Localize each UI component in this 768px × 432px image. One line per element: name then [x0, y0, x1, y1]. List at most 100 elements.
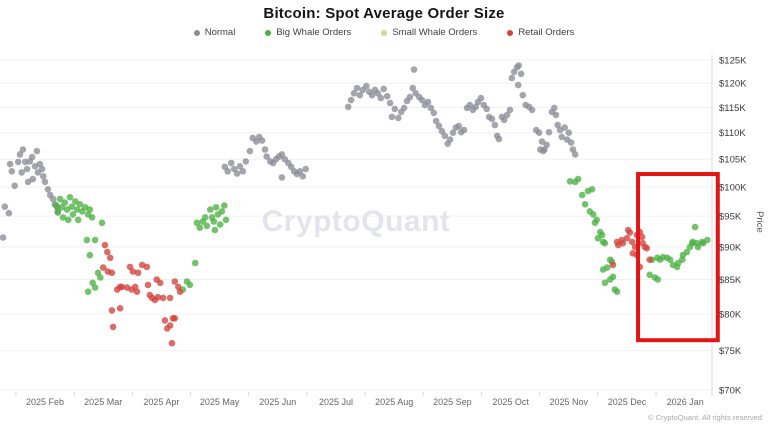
scatter-point-retail-orders — [106, 254, 114, 262]
scatter-point-normal — [517, 70, 525, 78]
scatter-point-normal — [565, 129, 573, 136]
scatter-point-normal — [427, 104, 435, 112]
scatter-point-big-whale-orders — [54, 208, 62, 215]
scatter-point-normal — [383, 92, 391, 100]
legend-marker-icon — [507, 29, 514, 36]
scatter-point-big-whale-orders — [609, 273, 617, 281]
scatter-point-normal — [410, 66, 418, 73]
scatter-point-retail-orders — [109, 323, 117, 331]
scatter-point-normal — [18, 169, 26, 176]
scatter-point-normal — [23, 165, 31, 173]
legend-item-normal[interactable]: Normal — [193, 27, 235, 38]
scatter-point-retail-orders — [623, 234, 631, 242]
scatter-point-normal — [466, 101, 474, 109]
scatter-point-big-whale-orders — [86, 206, 94, 213]
legend-item-small-whale-orders[interactable]: Small Whale Orders — [381, 27, 477, 38]
y-axis-title: Price — [754, 211, 765, 233]
y-tick-label: $95K — [719, 212, 742, 223]
scatter-point-normal — [353, 84, 361, 92]
y-tick-label: $110K — [719, 128, 746, 139]
scatter-point-big-whale-orders — [691, 223, 699, 231]
scatter-point-normal — [503, 111, 511, 119]
scatter-point-normal — [406, 93, 414, 101]
x-tick-label: 2025 Mar — [84, 397, 122, 407]
scatter-point-normal — [558, 133, 566, 141]
scatter-point-normal — [41, 178, 49, 186]
scatter-point-normal — [514, 81, 522, 89]
scatter-point-normal — [567, 139, 575, 146]
scatter-point-normal — [236, 163, 244, 170]
scatter-point-retail-orders — [116, 305, 124, 312]
legend-marker-icon — [381, 29, 388, 36]
y-tick-label: $75K — [719, 346, 742, 357]
legend-item-retail-orders[interactable]: Retail Orders — [507, 27, 574, 38]
scatter-point-normal — [554, 121, 561, 129]
scatter-point-retail-orders — [161, 317, 169, 324]
scatter-point-normal — [368, 91, 376, 99]
legend-label: Small Whale Orders — [392, 27, 478, 38]
scatter-point-normal — [446, 136, 454, 143]
scatter-point-retail-orders — [159, 294, 167, 302]
scatter-point-retail-orders — [638, 233, 646, 241]
y-tick-label: $120K — [719, 79, 747, 90]
scatter-point-retail-orders — [101, 241, 109, 249]
scatter-point-normal — [49, 195, 57, 203]
x-tick-label: 2025 Aug — [375, 397, 413, 407]
scatter-point-normal — [14, 158, 22, 166]
scatter-point-big-whale-orders — [666, 256, 674, 264]
scatter-point-normal — [258, 137, 266, 144]
scatter-point-retail-orders — [154, 293, 162, 301]
legend-label: Big Whale Orders — [276, 27, 352, 38]
scatter-point-big-whale-orders — [683, 248, 691, 256]
scatter-point-big-whale-orders — [654, 276, 662, 283]
scatter-point-normal — [483, 105, 491, 113]
scatter-point-normal — [5, 209, 13, 217]
scatter-point-retail-orders — [104, 248, 111, 256]
scatter-point-normal — [395, 114, 402, 122]
scatter-point-big-whale-orders — [574, 175, 582, 183]
scatter-point-normal — [8, 168, 16, 175]
scatter-point-retail-orders — [166, 322, 174, 329]
scatter-point-retail-orders — [176, 288, 184, 296]
scatter-point-normal — [6, 160, 14, 168]
scatter-point-normal — [424, 98, 432, 106]
scatter-point-normal — [430, 109, 438, 117]
scatter-point-big-whale-orders — [73, 206, 81, 213]
scatter-point-retail-orders — [168, 339, 176, 347]
scatter-point-retail-orders — [646, 256, 653, 264]
scatter-point-big-whale-orders — [593, 216, 600, 224]
scatter-point-normal — [388, 113, 396, 121]
scatter-point-retail-orders — [171, 278, 179, 285]
scatter-point-normal — [38, 165, 46, 173]
scatter-point-normal — [246, 147, 254, 155]
watermark: CryptoQuant — [262, 205, 451, 238]
scatter-point-retail-orders — [129, 268, 137, 275]
scatter-point-normal — [543, 141, 550, 149]
scatter-point-big-whale-orders — [193, 219, 201, 227]
x-tick-label: 2025 Feb — [26, 397, 64, 407]
scatter-point-big-whale-orders — [69, 211, 77, 218]
y-tick-label: $100K — [719, 182, 747, 193]
x-tick-label: 2025 Oct — [492, 397, 529, 407]
x-tick-label: 2025 Dec — [608, 397, 647, 407]
highlight-box — [636, 172, 720, 343]
scatter-point-big-whale-orders — [704, 236, 711, 244]
scatter-point-normal — [356, 91, 364, 99]
scatter-point-normal — [460, 126, 468, 134]
scatter-point-normal — [296, 168, 304, 175]
scatter-point-big-whale-orders — [86, 251, 94, 259]
legend-item-big-whale-orders[interactable]: Big Whale Orders — [265, 27, 351, 38]
scatter-point-normal — [239, 168, 247, 175]
scatter-point-big-whale-orders — [207, 206, 214, 213]
scatter-point-big-whale-orders — [566, 178, 574, 185]
scatter-point-normal — [16, 151, 24, 158]
scatter-point-big-whale-orders — [222, 216, 230, 224]
scatter-point-normal — [435, 122, 443, 130]
scatter-point-normal — [441, 132, 449, 140]
scatter-point-normal — [363, 82, 370, 90]
y-tick-label: $80K — [719, 309, 742, 320]
x-tick-label: 2025 Jul — [319, 397, 353, 407]
scatter-point-retail-orders — [156, 279, 164, 287]
